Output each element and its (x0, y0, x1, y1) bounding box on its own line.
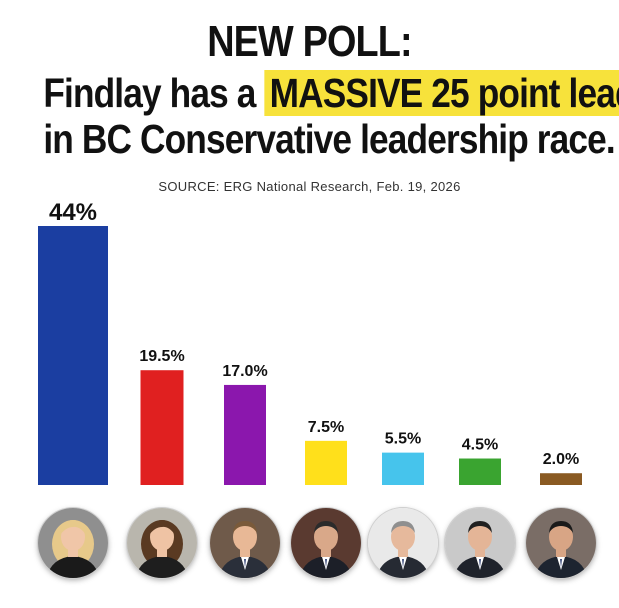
bar-value-label: 19.5% (139, 348, 184, 365)
headline-line-3: in BC Conservative leadership race. (43, 116, 615, 162)
bar-value-label: 4.5% (462, 437, 498, 454)
person-photo-icon (291, 508, 361, 578)
bar-5 (382, 452, 424, 485)
person-photo-icon (38, 508, 108, 578)
headline-line-2: Findlay has a MASSIVE 25 point lead (43, 70, 619, 116)
headline-prefix: Findlay has a (43, 70, 256, 116)
bar-value-label: 2.0% (543, 451, 579, 468)
bar-1 (38, 226, 108, 485)
bar-value-label: 44% (49, 199, 97, 226)
source-note: SOURCE: ERG National Research, Feb. 19, … (158, 179, 461, 194)
person-photo-icon (445, 508, 515, 578)
bar-7 (540, 473, 582, 485)
person-photo-icon (127, 508, 197, 578)
bar-value-label: 7.5% (308, 419, 344, 436)
headline-highlight: MASSIVE 25 point lead (264, 70, 619, 116)
person-photo-icon (210, 508, 280, 578)
bar-value-label: 5.5% (385, 431, 421, 448)
headline-line-1: NEW POLL: (207, 17, 412, 66)
person-photo-icon (526, 508, 596, 578)
bar-4 (305, 440, 347, 485)
bar-3 (224, 384, 266, 485)
bar-value-label: 17.0% (222, 363, 267, 380)
person-photo-icon (368, 508, 438, 578)
bar-2 (140, 370, 184, 485)
bar-6 (459, 458, 501, 485)
bar-chart: 44% 19.5% 17.0% 7.5% 5.5% 4.5% 2.0% (38, 199, 582, 485)
